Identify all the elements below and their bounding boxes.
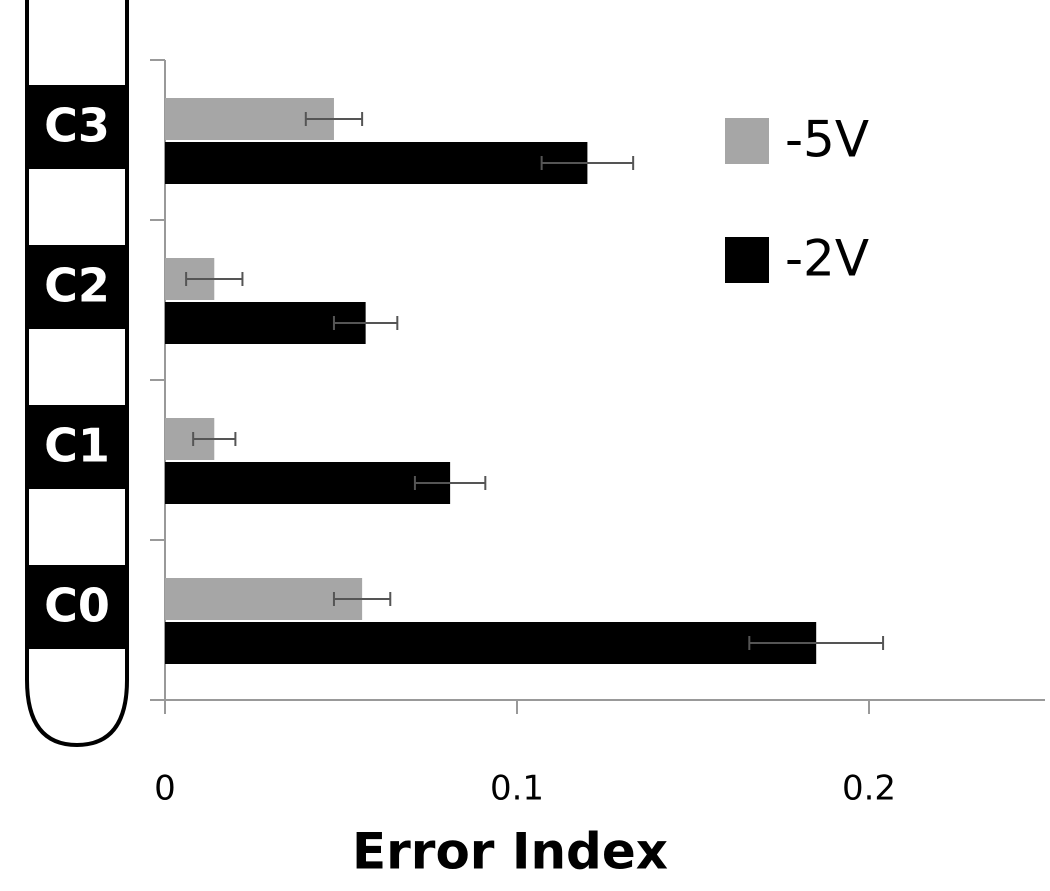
- error-bar: [185, 272, 244, 286]
- legend-swatch: [725, 237, 769, 283]
- category-box: [27, 405, 127, 489]
- x-axis-label: Error Index: [352, 823, 668, 881]
- error-bar: [304, 112, 364, 126]
- bar: [165, 622, 817, 664]
- legend-label: -5V: [785, 111, 869, 169]
- error-bar: [192, 432, 237, 446]
- legend-label: -2V: [785, 230, 869, 288]
- category-label: C2: [44, 259, 110, 313]
- x-tick-label: 0.1: [490, 769, 544, 809]
- legend-swatch: [725, 118, 769, 164]
- error-bar: [413, 476, 487, 490]
- error-bar: [332, 592, 392, 606]
- category-label: C0: [44, 579, 110, 633]
- category-box: [27, 565, 127, 649]
- bar: [165, 302, 366, 344]
- tube-outline: [25, 0, 129, 748]
- bar: [165, 578, 363, 620]
- category-label: C3: [44, 99, 110, 153]
- category-box: [27, 85, 127, 169]
- error-bar: [748, 636, 885, 650]
- category-label: C1: [44, 419, 110, 473]
- error-bar: [332, 316, 399, 330]
- category-box: [27, 245, 127, 329]
- bar: [165, 462, 451, 504]
- x-tick-label: 0: [154, 769, 176, 809]
- x-tick-label: 0.2: [842, 769, 896, 809]
- bar: [165, 142, 588, 184]
- error-bar: [540, 156, 635, 170]
